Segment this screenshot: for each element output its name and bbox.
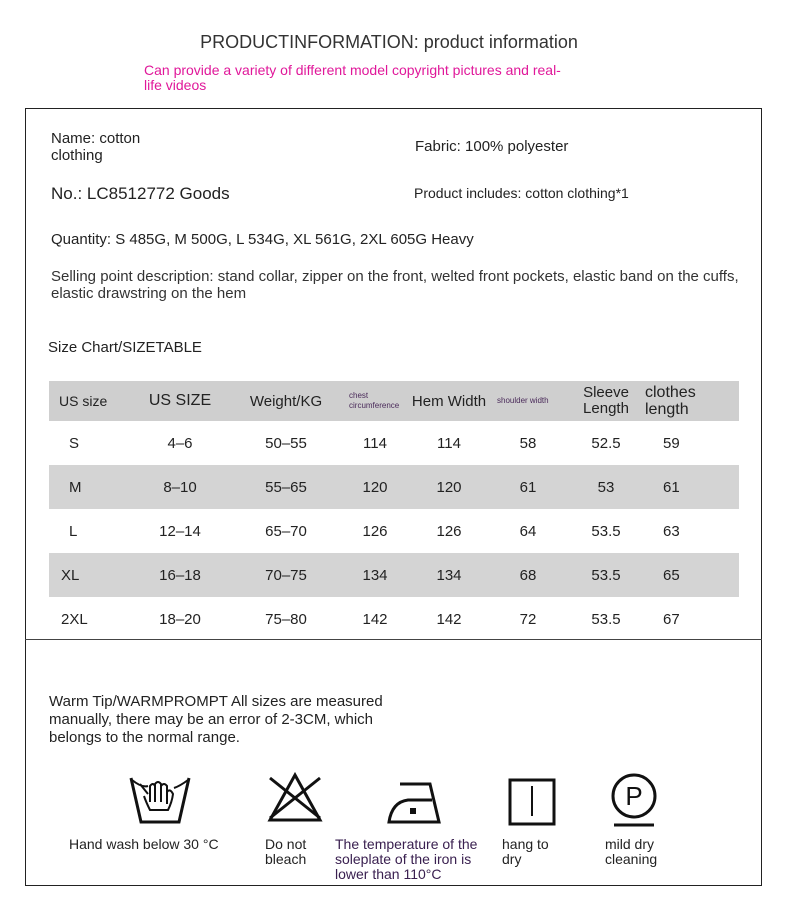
header-cell: Hem Width bbox=[409, 381, 489, 421]
info-box bbox=[25, 108, 762, 886]
table-cell: 70–75 bbox=[231, 553, 341, 597]
table-cell: 58 bbox=[519, 434, 537, 452]
table-cell: 126 bbox=[362, 522, 388, 540]
header-cell: Weight/KG bbox=[231, 381, 341, 421]
table-cell: 52.5 bbox=[591, 434, 621, 452]
table-cell: 68 bbox=[489, 553, 567, 597]
table-cell: M bbox=[49, 465, 129, 509]
table-cell: 64 bbox=[519, 522, 537, 540]
table-cell: 72 bbox=[519, 610, 537, 628]
table-cell: 134 bbox=[409, 553, 489, 597]
table-cell: 75–80 bbox=[265, 610, 307, 628]
table-cell: 120 bbox=[409, 465, 489, 509]
table-cell: XL bbox=[49, 553, 129, 597]
selling-point: Selling point description: stand collar,… bbox=[51, 268, 739, 302]
header-cell: Sleeve Length bbox=[567, 381, 645, 421]
product-number: No.: LC8512772 Goods bbox=[51, 184, 230, 203]
header-cell: US SIZE bbox=[129, 381, 231, 421]
product-includes: Product includes: cotton clothing*1 bbox=[414, 185, 629, 201]
svg-text:P: P bbox=[625, 781, 642, 811]
table-row: XL 16–18 70–75 134 134 68 53.5 65 bbox=[49, 553, 739, 597]
care-label-iron: The temperature of the soleplate of the … bbox=[335, 836, 478, 882]
header-cell: clothes length bbox=[645, 381, 739, 421]
table-cell: 65 bbox=[645, 553, 739, 597]
table-cell: 53 bbox=[567, 465, 645, 509]
table-cell: 53.5 bbox=[567, 553, 645, 597]
size-chart-title: Size Chart/SIZETABLE bbox=[48, 339, 202, 356]
table-row: 2XL 18–20 75–80 142 142 72 53.5 67 bbox=[49, 597, 739, 641]
table-cell: 53.5 bbox=[591, 610, 621, 628]
table-cell: S bbox=[69, 434, 80, 452]
table-cell: 16–18 bbox=[129, 553, 231, 597]
hand-wash-icon bbox=[129, 777, 191, 824]
table-cell: 114 bbox=[363, 434, 387, 452]
table-header: US size US SIZE Weight/KG chest circumfe… bbox=[49, 381, 739, 421]
table-cell: 59 bbox=[663, 434, 680, 452]
table-cell: 63 bbox=[663, 522, 680, 540]
header-cell: shoulder width bbox=[489, 381, 567, 421]
warm-tip: Warm Tip/WARMPROMPT All sizes are measur… bbox=[49, 693, 383, 746]
table-cell: 50–55 bbox=[265, 434, 307, 452]
table-cell: 53.5 bbox=[591, 522, 621, 540]
page-title: PRODUCTINFORMATION: product information bbox=[200, 32, 578, 52]
table-cell: 134 bbox=[341, 553, 409, 597]
table-cell: 67 bbox=[663, 610, 680, 628]
quantity: Quantity: S 485G, M 500G, L 534G, XL 561… bbox=[51, 231, 474, 248]
care-label-dry-clean: mild dry cleaning bbox=[605, 836, 658, 867]
table-cell: 61 bbox=[645, 465, 739, 509]
table-row: M 8–10 55–65 120 120 61 53 61 bbox=[49, 465, 739, 509]
divider bbox=[25, 639, 762, 640]
product-name: Name: cotton clothing bbox=[51, 130, 141, 164]
table-cell: 114 bbox=[437, 434, 461, 452]
table-cell: L bbox=[69, 522, 78, 540]
table-cell: 126 bbox=[436, 522, 462, 540]
table-row: L 12–14 65–70 126 126 64 53.5 63 bbox=[49, 509, 739, 553]
header-cell: chest circumference bbox=[341, 381, 409, 421]
care-label-hand-wash: Hand wash below 30 °C bbox=[69, 836, 219, 852]
table-row: S 4–6 50–55 114 114 58 52.5 59 bbox=[49, 421, 739, 465]
table-cell: 55–65 bbox=[231, 465, 341, 509]
table-cell: 120 bbox=[341, 465, 409, 509]
no-bleach-icon bbox=[267, 772, 323, 822]
table-cell: 18–20 bbox=[159, 610, 201, 628]
care-label-no-bleach: Do not bleach bbox=[265, 836, 307, 867]
hang-dry-icon bbox=[508, 778, 556, 826]
table-cell: 142 bbox=[436, 610, 462, 628]
table-cell: 65–70 bbox=[265, 522, 307, 540]
table-cell: 12–14 bbox=[159, 522, 201, 540]
table-cell: 2XL bbox=[61, 610, 88, 628]
table-cell: 8–10 bbox=[129, 465, 231, 509]
header-cell: US size bbox=[49, 381, 129, 421]
table-cell: 61 bbox=[489, 465, 567, 509]
table-cell: 142 bbox=[362, 610, 388, 628]
subtitle: Can provide a variety of different model… bbox=[144, 62, 561, 93]
iron-low-icon bbox=[387, 782, 441, 824]
fabric: Fabric: 100% polyester bbox=[415, 138, 569, 155]
care-label-hang-dry: hang to dry bbox=[502, 836, 549, 867]
table-cell: 4–6 bbox=[167, 434, 193, 452]
size-table: US size US SIZE Weight/KG chest circumfe… bbox=[49, 381, 739, 641]
mild-dry-clean-icon: P bbox=[611, 773, 657, 827]
